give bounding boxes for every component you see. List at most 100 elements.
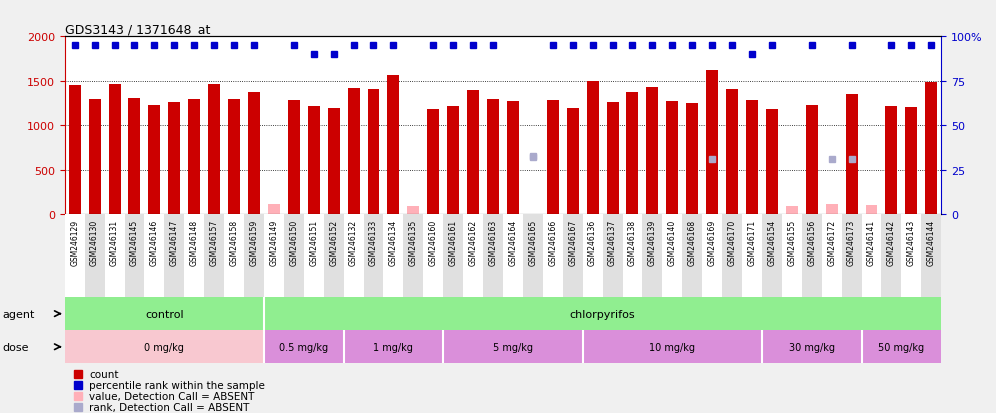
Text: GSM246151: GSM246151 [309,219,319,265]
Bar [224,215,244,297]
Bar [925,83,937,215]
Bar [427,110,439,215]
Bar [726,90,738,215]
Bar [463,215,483,297]
Text: 0 mg/kg: 0 mg/kg [144,342,184,352]
Bar [204,215,224,297]
Bar [921,215,941,297]
Text: GSM246169: GSM246169 [707,219,717,265]
Bar [885,107,897,215]
Bar [344,330,443,363]
Bar [766,110,778,215]
Text: GSM246141: GSM246141 [867,219,876,265]
Bar [105,215,124,297]
Bar [646,88,658,215]
Bar [483,215,503,297]
Text: GSM246133: GSM246133 [369,219,378,265]
Text: agent: agent [2,309,35,319]
Text: GSM246147: GSM246147 [169,219,179,265]
Text: GSM246143: GSM246143 [906,219,916,265]
Text: GSM246138: GSM246138 [627,219,637,265]
Text: GSM246166: GSM246166 [548,219,558,265]
Text: GSM246170: GSM246170 [727,219,737,265]
Bar [284,215,304,297]
Bar [65,330,264,363]
Bar [109,85,121,215]
Bar [507,102,519,215]
Bar [268,204,280,215]
Bar [328,109,340,215]
Bar [806,106,818,215]
Text: GSM246164: GSM246164 [508,219,518,265]
Text: GSM246167: GSM246167 [568,219,578,265]
Bar [746,101,758,215]
Bar [782,215,802,297]
Text: GSM246145: GSM246145 [129,219,139,265]
Text: value, Detection Call = ABSENT: value, Detection Call = ABSENT [90,391,255,401]
Text: GSM246168: GSM246168 [687,219,697,265]
Bar [188,100,200,215]
Text: GSM246157: GSM246157 [209,219,219,265]
Bar [443,330,583,363]
Text: GSM246140: GSM246140 [667,219,677,265]
Bar [128,98,140,215]
Bar [686,104,698,215]
Bar [826,205,838,215]
Bar [862,330,941,363]
Text: GSM246142: GSM246142 [886,219,896,265]
Text: GSM246158: GSM246158 [229,219,239,265]
Text: GSM246152: GSM246152 [329,219,339,265]
Bar [368,90,379,215]
Bar [762,330,862,363]
Bar [523,215,543,297]
Bar [642,215,662,297]
Text: GSM246155: GSM246155 [787,219,797,265]
Text: GSM246132: GSM246132 [349,219,359,265]
Bar [244,215,264,297]
Bar [603,215,622,297]
Bar [866,205,877,215]
Text: GSM246163: GSM246163 [488,219,498,265]
Bar [802,215,822,297]
Bar [184,215,204,297]
Text: GSM246161: GSM246161 [448,219,458,265]
Bar [208,85,220,215]
Text: rank, Detection Call = ABSENT: rank, Detection Call = ABSENT [90,402,250,412]
Bar [762,215,782,297]
Bar [348,89,360,215]
Bar [543,215,563,297]
Bar [148,106,160,215]
Text: GSM246144: GSM246144 [926,219,936,265]
Bar [706,71,718,215]
Text: GSM246136: GSM246136 [588,219,598,265]
Text: GSM246134: GSM246134 [388,219,398,265]
Bar [144,215,164,297]
Bar [447,107,459,215]
Bar [901,215,921,297]
Text: GSM246146: GSM246146 [149,219,159,265]
Text: GSM246150: GSM246150 [289,219,299,265]
Bar [666,102,678,215]
Text: 5 mg/kg: 5 mg/kg [493,342,533,352]
Text: count: count [90,369,119,379]
Text: 0.5 mg/kg: 0.5 mg/kg [279,342,329,352]
Bar [587,81,599,215]
Text: GSM246165: GSM246165 [528,219,538,265]
Bar [308,107,320,215]
Bar [846,95,858,215]
Bar [583,215,603,297]
Bar [124,215,144,297]
Bar [65,215,85,297]
Bar [722,215,742,297]
Text: GSM246171: GSM246171 [747,219,757,265]
Bar [164,215,184,297]
Text: 1 mg/kg: 1 mg/kg [374,342,413,352]
Bar [228,100,240,215]
Text: GSM246139: GSM246139 [647,219,657,265]
Bar [288,101,300,215]
Bar [842,215,862,297]
Text: dose: dose [2,342,29,352]
Bar [487,100,499,215]
Bar [822,215,842,297]
Text: chlorpyrifos: chlorpyrifos [570,309,635,319]
